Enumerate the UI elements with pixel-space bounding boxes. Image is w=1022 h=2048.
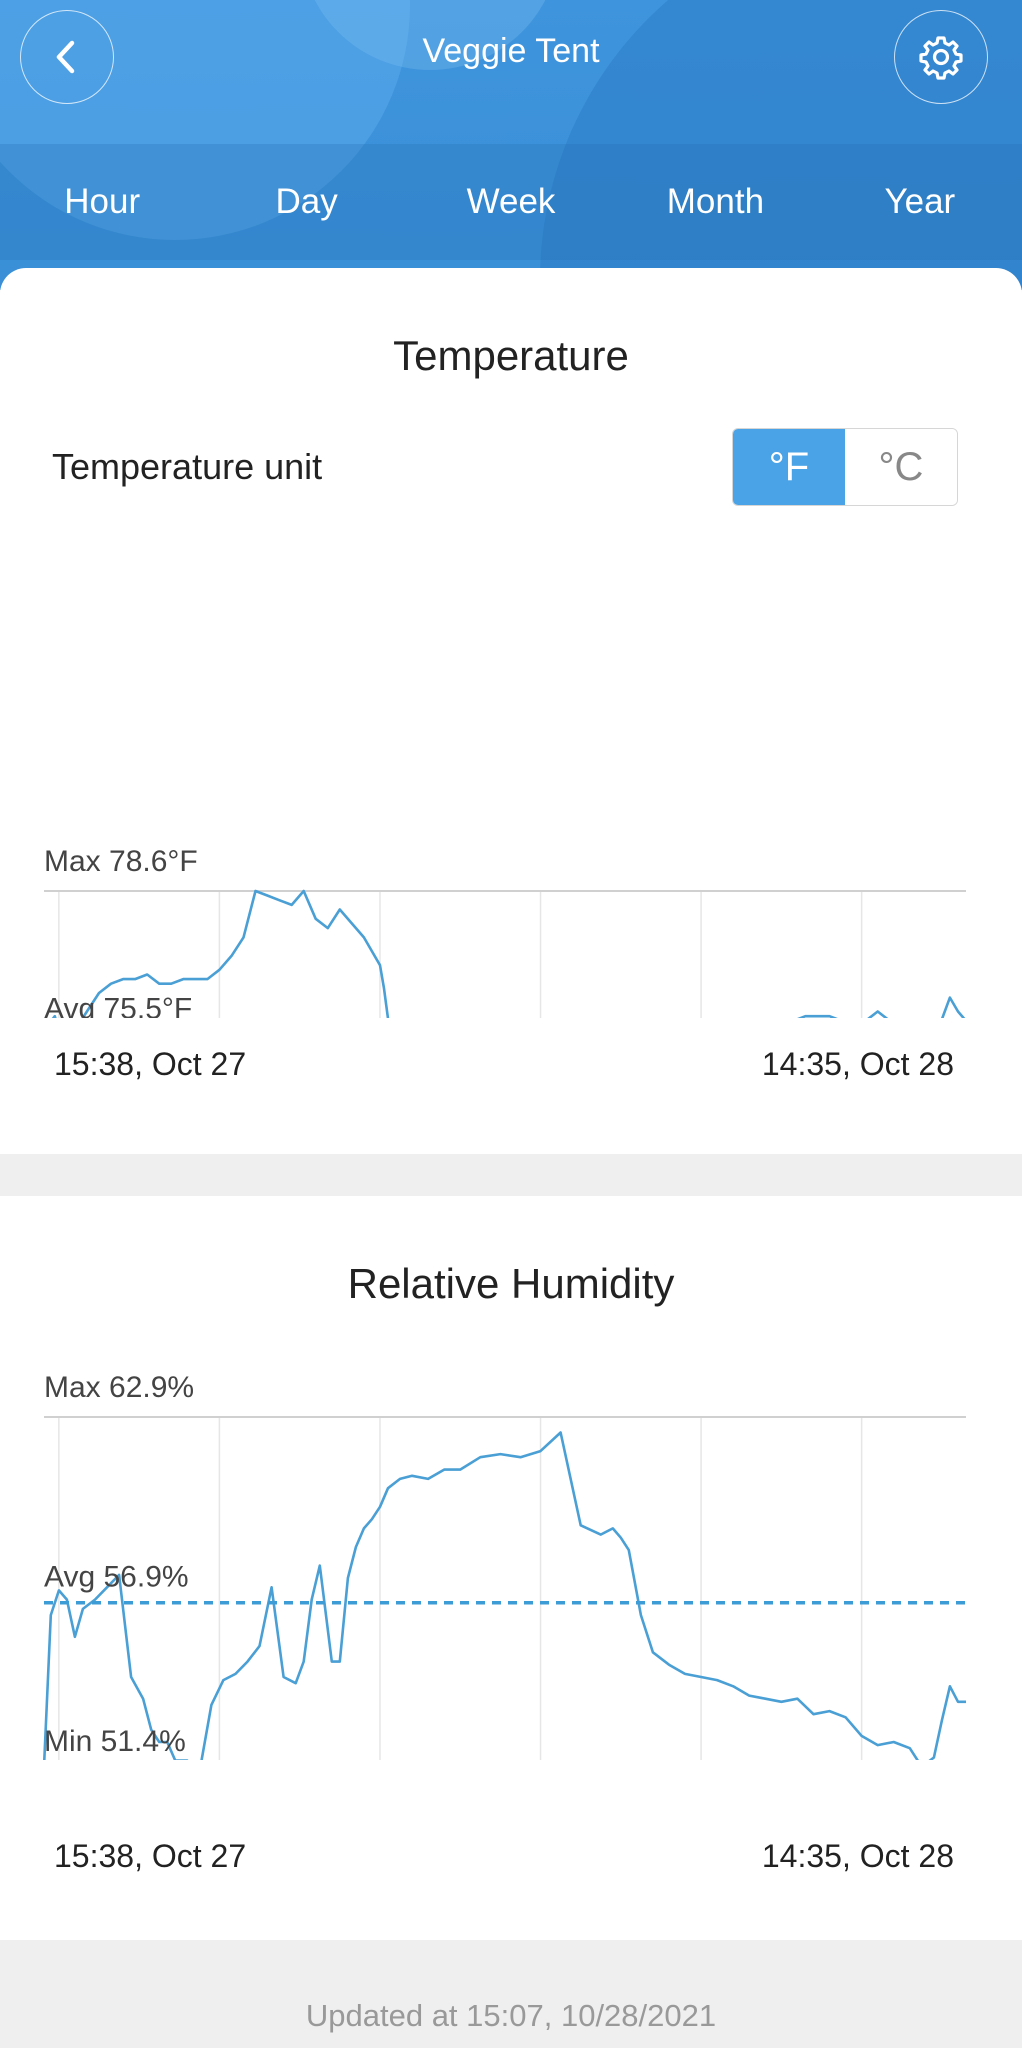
temperature-series-line — [51, 889, 966, 1018]
tab-month[interactable]: Month — [666, 182, 765, 221]
humidity-min-label: Min 51.4% — [44, 1725, 186, 1758]
tab-week[interactable]: Week — [466, 182, 556, 221]
updated-timestamp: Updated at 15:07, 10/28/2021 — [305, 1998, 717, 2033]
settings-button[interactable] — [894, 10, 988, 104]
temperature-avg-label: Avg 75.5°F — [44, 993, 192, 1018]
humidity-range-start: 15:38, Oct 27 — [54, 1838, 247, 1874]
period-tabs: Hour Day Week Month Year — [0, 144, 1022, 260]
humidity-series-line — [43, 1431, 966, 1760]
chevron-left-icon — [56, 40, 75, 74]
temperature-range-start: 15:38, Oct 27 — [54, 1046, 247, 1082]
humidity-card: Relative Humidity Max 62.9% Avg 56.9% Min … — [0, 1196, 1022, 1940]
page-title: Veggie Tent — [422, 32, 600, 70]
tab-hour[interactable]: Hour — [64, 182, 141, 221]
humidity-chart: Max 62.9%Avg 56.9%Min 51.4%16:0020:000:0… — [0, 1350, 1022, 1760]
temperature-unit-toggle: °F °C — [732, 428, 958, 506]
temperature-range-end: 14:35, Oct 28 — [761, 1046, 954, 1082]
celsius-option[interactable]: °C — [845, 429, 957, 505]
tab-day[interactable]: Day — [275, 182, 338, 221]
header-bar: Veggie Tent Hour Day Week Month Year — [0, 0, 1022, 290]
humidity-range-end: 14:35, Oct 28 — [761, 1838, 954, 1874]
tab-year[interactable]: Year — [884, 182, 956, 221]
humidity-max-label: Max 62.9% — [44, 1371, 194, 1404]
humidity-chart-svg: Max 62.9%Avg 56.9%Min 51.4%16:0020:000:0… — [43, 1371, 966, 1760]
back-button[interactable] — [20, 10, 114, 104]
temperature-max-label: Max 78.6°F — [44, 845, 198, 878]
humidity-title: Relative Humidity — [347, 1260, 675, 1307]
temperature-unit-label: Temperature unit — [52, 446, 323, 487]
temperature-card: Temperature Temperature unit °F °C Max 7… — [0, 268, 1022, 1154]
humidity-avg-label: Avg 56.9% — [44, 1561, 189, 1594]
temperature-title: Temperature — [393, 332, 629, 379]
gear-icon — [919, 36, 963, 80]
fahrenheit-option[interactable]: °F — [733, 429, 845, 505]
